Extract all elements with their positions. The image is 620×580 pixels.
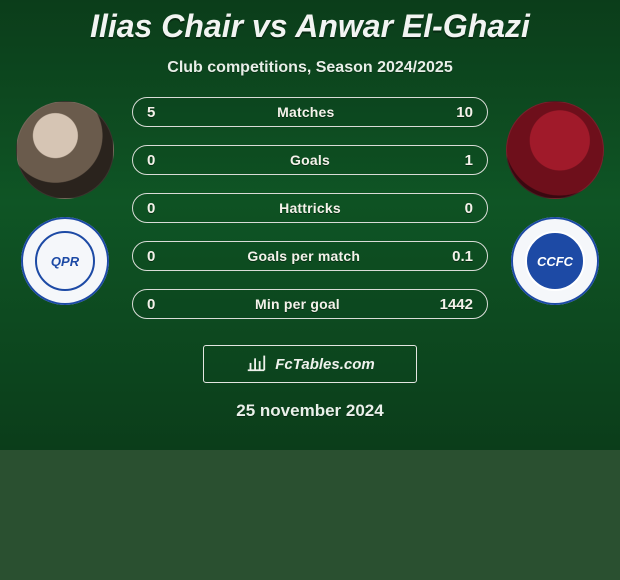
player-avatar-left [16,101,114,199]
stat-row-goals-per-match: 0 Goals per match 0.1 [132,241,488,271]
stat-right-value: 0.1 [452,248,473,265]
stat-left-value: 0 [147,296,155,313]
club-crest-label-left: QPR [35,231,95,291]
stat-right-value: 1 [465,152,473,169]
comparison-card: Ilias Chair vs Anwar El-Ghazi Club compe… [0,0,620,450]
stat-left-value: 0 [147,200,155,217]
chart-icon [245,351,267,377]
stat-row-matches: 5 Matches 10 [132,97,488,127]
stat-right-value: 0 [465,200,473,217]
date-label: 25 november 2024 [0,401,620,421]
player-avatar-right [506,101,604,199]
stat-label: Goals [290,152,330,168]
club-crest-left: QPR [21,217,109,305]
stat-right-value: 10 [456,104,473,121]
stat-row-hattricks: 0 Hattricks 0 [132,193,488,223]
stat-right-value: 1442 [440,296,473,313]
stat-label: Hattricks [279,200,341,216]
stat-left-value: 0 [147,152,155,169]
stat-label: Min per goal [255,296,340,312]
stat-row-goals: 0 Goals 1 [132,145,488,175]
stat-left-value: 5 [147,104,155,121]
brand-label: FcTables.com [275,356,374,373]
left-column: QPR [6,97,124,305]
stat-label: Matches [277,104,334,120]
club-crest-right: CCFC [511,217,599,305]
brand-badge: FcTables.com [203,345,417,383]
stats-column: 5 Matches 10 0 Goals 1 0 Hattricks 0 0 G… [124,97,496,319]
page-title: Ilias Chair vs Anwar El-Ghazi [0,0,620,45]
stat-left-value: 0 [147,248,155,265]
comparison-body: QPR 5 Matches 10 0 Goals 1 0 Hattricks 0… [0,97,620,319]
club-crest-label-right: CCFC [525,231,585,291]
stat-row-min-per-goal: 0 Min per goal 1442 [132,289,488,319]
right-column: CCFC [496,97,614,305]
page-subtitle: Club competitions, Season 2024/2025 [0,59,620,77]
stat-label: Goals per match [247,248,360,264]
